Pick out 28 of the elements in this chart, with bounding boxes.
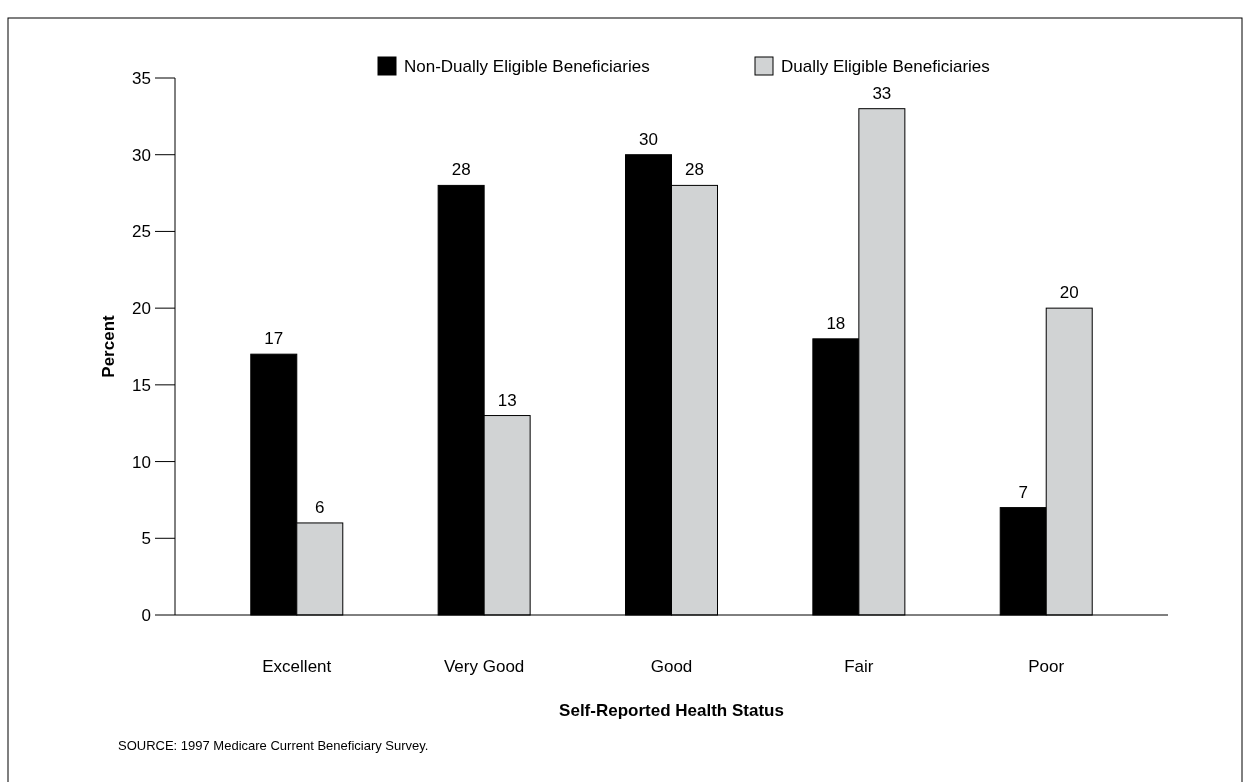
source-note: SOURCE: 1997 Medicare Current Beneficiary Survey.	[118, 738, 429, 753]
data-label: 17	[264, 329, 284, 349]
legend-label: Dually Eligible Beneficiaries	[781, 56, 990, 76]
y-tick-label: 0	[141, 605, 151, 625]
y-tick-label: 35	[132, 68, 151, 88]
y-tick-label: 10	[132, 452, 151, 472]
y-tick-label: 20	[132, 299, 151, 319]
data-label: 18	[826, 313, 846, 333]
x-tick-label: Very Good	[443, 657, 525, 676]
data-label: 20	[1059, 283, 1079, 303]
data-label: 28	[451, 160, 471, 180]
data-label: 33	[872, 83, 892, 103]
x-tick-label: Poor	[1028, 657, 1065, 676]
y-tick-label: 25	[132, 222, 151, 242]
data-label: 7	[1018, 482, 1028, 502]
y-tick-label: 30	[132, 145, 151, 165]
data-label: 28	[685, 160, 704, 180]
data-label: 6	[315, 497, 325, 517]
y-tick-label: 5	[141, 529, 151, 549]
data-label: 30	[639, 129, 658, 149]
x-tick-label: Fair	[844, 657, 874, 676]
legend-label: Non-Dually Eligible Beneficiaries	[404, 56, 650, 76]
data-label: 13	[497, 390, 517, 410]
x-axis-title: Self-Reported Health Status	[559, 701, 784, 720]
y-tick-label: 15	[132, 375, 151, 395]
y-axis-title: Percent	[99, 314, 118, 378]
x-tick-label: Good	[650, 657, 693, 676]
x-tick-label: Excellent	[262, 657, 332, 676]
